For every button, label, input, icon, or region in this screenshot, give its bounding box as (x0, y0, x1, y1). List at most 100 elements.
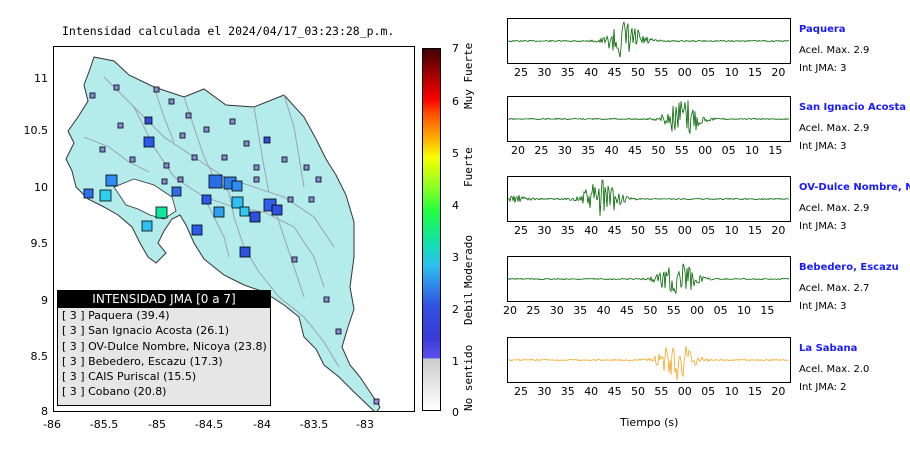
time-tick: 20 (511, 144, 525, 157)
colorbar-tick: 1 (452, 355, 459, 368)
waveform-line (508, 100, 790, 135)
time-tick: 50 (643, 304, 658, 317)
waveform-line (508, 21, 790, 58)
time-tick: 00 (677, 385, 692, 398)
y-tick: 8 (41, 405, 48, 418)
time-tick: 25 (526, 304, 541, 317)
time-tick: 25 (514, 385, 528, 398)
y-tick: 11 (34, 72, 48, 85)
time-tick: 35 (573, 304, 588, 317)
time-tick: 20 (771, 66, 786, 79)
legend-row: [ 3 ] CAIS Puriscal (15.5) (62, 370, 197, 384)
x-tick: -86 (43, 418, 61, 431)
time-tick: 50 (631, 224, 645, 237)
seismogram-panel[interactable] (507, 256, 791, 302)
station-max-accel: Acel. Max. 2.7 (799, 283, 870, 294)
time-tick: 05 (713, 304, 728, 317)
y-tick: 9 (41, 294, 48, 307)
time-tick: 55 (654, 385, 669, 398)
colorbar-label-debil: Debil (462, 291, 475, 325)
y-tick: 9.5 (30, 237, 49, 250)
station-name[interactable]: San Ignacio Acosta (799, 102, 907, 113)
time-tick: 15 (748, 385, 762, 398)
time-tick: 00 (677, 66, 692, 79)
colorbar-tick: 2 (452, 303, 459, 316)
time-tick: 45 (620, 304, 634, 317)
station-max-accel: Acel. Max. 2.0 (799, 364, 870, 375)
time-tick: 30 (537, 224, 552, 237)
station-jma-intensity: Int JMA: 3 (799, 141, 847, 152)
x-tick: -85 (148, 418, 166, 431)
colorbar-tick: 0 (452, 406, 459, 419)
station-jma-intensity: Int JMA: 3 (799, 63, 847, 74)
legend-title: INTENSIDAD JMA [0 a 7] (57, 290, 271, 308)
time-tick: 40 (584, 385, 599, 398)
time-tick: 50 (631, 385, 645, 398)
seismogram-panel[interactable] (507, 96, 791, 142)
time-tick: 15 (760, 304, 775, 317)
time-tick: 00 (677, 224, 692, 237)
y-tick: 10 (34, 181, 48, 194)
station-jma-intensity: Int JMA: 2 (799, 382, 847, 393)
time-tick: 00 (690, 304, 705, 317)
colorbar-tick: 5 (452, 147, 459, 160)
colorbar-label-fuerte: Fuerte (462, 147, 475, 187)
seismogram-panel[interactable] (507, 337, 791, 383)
station-name[interactable]: Bebedero, Escazu (799, 262, 899, 273)
time-tick: 10 (724, 224, 739, 237)
time-tick: 40 (584, 224, 599, 237)
seismogram-panel[interactable] (507, 176, 791, 222)
time-tick: 05 (721, 144, 736, 157)
time-tick: 35 (560, 224, 575, 237)
time-tick: 15 (748, 66, 762, 79)
colorbar-tick: 4 (452, 199, 459, 212)
y-tick: 10.5 (23, 124, 49, 137)
colorbar-label-muy-fuerte: Muy Fuerte (462, 42, 475, 110)
map-title: Intensidad calculada el 2024/04/17_03:23… (62, 24, 395, 38)
x-axis-label: Tiempo (s) (620, 416, 679, 429)
time-tick: 05 (701, 66, 716, 79)
waveform-line (508, 345, 790, 381)
time-tick: 10 (724, 66, 739, 79)
time-tick: 10 (745, 144, 759, 157)
time-tick: 00 (698, 144, 713, 157)
colorbar-tick: 6 (452, 95, 459, 108)
stations-layer (83, 84, 380, 405)
colorbar-tick: 7 (452, 42, 459, 55)
time-tick: 20 (503, 304, 517, 317)
colorbar-label-moderado: Moderado (462, 235, 475, 289)
time-tick: 55 (654, 66, 669, 79)
seismogram-waveform (508, 179, 790, 216)
time-tick: 30 (537, 66, 552, 79)
time-ticks: 25 30 35 40 45 50 55 00 05 10 15 20 (507, 66, 791, 79)
time-tick: 30 (557, 144, 572, 157)
colorbar-tick: 3 (452, 251, 459, 264)
time-tick: 55 (666, 304, 681, 317)
station-max-accel: Acel. Max. 2.9 (799, 203, 870, 214)
time-tick: 45 (607, 385, 622, 398)
time-tick: 45 (607, 66, 622, 79)
station-name[interactable]: La Sabana (799, 343, 858, 354)
station-jma-intensity: Int JMA: 3 (799, 301, 847, 312)
time-tick: 25 (534, 144, 549, 157)
time-ticks: 20 25 30 35 40 45 50 55 00 05 10 15 (507, 144, 791, 157)
time-tick: 25 (514, 66, 528, 79)
time-tick: 45 (628, 144, 642, 157)
waveform-line (508, 263, 790, 295)
seismogram-panel[interactable] (507, 18, 791, 64)
station-name[interactable]: Paquera (799, 24, 846, 35)
time-tick: 40 (596, 304, 611, 317)
colorbar-label-no-sentido: No sentido (462, 344, 475, 412)
time-tick: 35 (560, 66, 575, 79)
seismogram-waveform (508, 263, 790, 295)
y-tick: 8.5 (30, 350, 49, 363)
time-tick: 20 (771, 224, 786, 237)
time-tick: 55 (674, 144, 689, 157)
time-tick: 10 (737, 304, 751, 317)
time-tick: 35 (560, 385, 575, 398)
x-tick: -84 (253, 418, 271, 431)
station-max-accel: Acel. Max. 2.9 (799, 123, 870, 134)
station-name[interactable]: OV-Dulce Nombre, Nicoya (799, 182, 910, 193)
station-jma-intensity: Int JMA: 3 (799, 221, 847, 232)
time-tick: 10 (724, 385, 739, 398)
